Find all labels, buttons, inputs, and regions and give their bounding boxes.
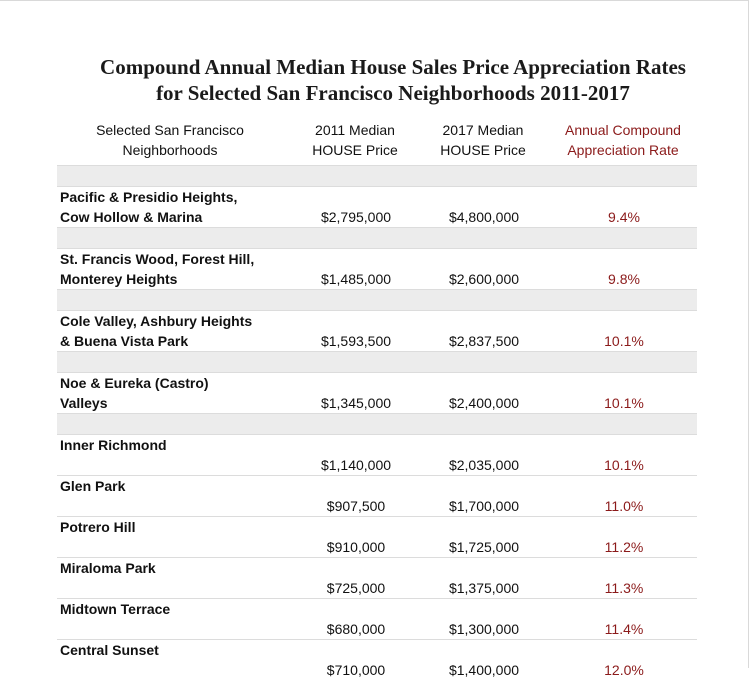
neighborhood-name: Cole Valley, Ashbury Heights & Buena Vist… (60, 311, 300, 351)
neighborhood-name: Glen Park (60, 476, 300, 496)
table-row: Midtown Terrace $680,000 $1,300,000 11.4% (57, 598, 697, 639)
median-price-2017: $2,600,000 (448, 271, 520, 287)
header-price-2017: 2017 Median HOUSE Price (420, 120, 546, 160)
median-price-2011: $1,140,000 (320, 457, 392, 473)
header-price-2017-line-2: HOUSE Price (440, 142, 526, 158)
neighborhood-name: Potrero Hill (60, 517, 300, 537)
page-title: Compound Annual Median House Sales Price… (0, 54, 749, 106)
median-price-2017: $1,725,000 (448, 539, 520, 555)
neighborhood-name-line: Central Sunset (60, 642, 159, 658)
appreciation-rate: 9.8% (608, 271, 640, 287)
neighborhood-name-line: Glen Park (60, 478, 126, 494)
neighborhood-name: St. Francis Wood, Forest Hill, Monterey H… (60, 249, 300, 289)
appreciation-rate: 10.1% (604, 457, 644, 473)
appreciation-rate: 11.4% (604, 621, 644, 637)
row-spacer (57, 165, 697, 186)
table-header: Selected San Francisco Neighborhoods 201… (0, 120, 749, 162)
table-row: Glen Park $907,500 $1,700,000 11.0% (57, 475, 697, 516)
appreciation-rate: 10.1% (604, 395, 644, 411)
appreciation-rate: 9.4% (608, 209, 640, 225)
neighborhood-name: Miraloma Park (60, 558, 300, 578)
table-row: Central Sunset $710,000 $1,400,000 12.0% (57, 639, 697, 680)
table-row: Potrero Hill $910,000 $1,725,000 11.2% (57, 516, 697, 557)
neighborhood-name-line: Miraloma Park (60, 560, 156, 576)
median-price-2017: $1,700,000 (448, 498, 520, 514)
title-line-2: for Selected San Francisco Neighborhoods… (156, 81, 630, 105)
median-price-2017: $2,400,000 (448, 395, 520, 411)
row-spacer (57, 413, 697, 434)
median-price-2017: $4,800,000 (448, 209, 520, 225)
neighborhood-name: Inner Richmond (60, 435, 300, 455)
neighborhood-name-line: & Buena Vista Park (60, 333, 189, 349)
page-border-top (0, 0, 749, 1)
neighborhood-name-line: Noe & Eureka (Castro) (60, 375, 209, 391)
header-rate-line-2: Appreciation Rate (567, 142, 679, 158)
neighborhood-name: Pacific & Presidio Heights, Cow Hollow & … (60, 187, 300, 227)
row-spacer (57, 351, 697, 372)
median-price-2011: $907,500 (326, 498, 386, 514)
title-line-1: Compound Annual Median House Sales Price… (100, 55, 686, 79)
median-price-2017: $1,300,000 (448, 621, 520, 637)
row-spacer (57, 289, 697, 310)
header-neighborhood: Selected San Francisco Neighborhoods (80, 120, 260, 160)
header-price-2011-line-1: 2011 Median (315, 122, 395, 138)
median-price-2017: $1,400,000 (448, 662, 520, 678)
appreciation-rate: 10.1% (604, 333, 644, 349)
header-price-2011: 2011 Median HOUSE Price (292, 120, 418, 160)
neighborhood-name-line: Pacific & Presidio Heights, (60, 189, 238, 205)
median-price-2017: $1,375,000 (448, 580, 520, 596)
neighborhood-name-line: St. Francis Wood, Forest Hill, (60, 251, 255, 267)
header-neighborhood-line-1: Selected San Francisco (96, 122, 244, 138)
median-price-2011: $2,795,000 (320, 209, 392, 225)
neighborhood-name: Noe & Eureka (Castro) Valleys (60, 373, 300, 413)
neighborhood-name-line: Valleys (60, 395, 108, 411)
neighborhood-name-line: Cole Valley, Ashbury Heights (60, 313, 253, 329)
table-row: Inner Richmond $1,140,000 $2,035,000 10.1% (57, 434, 697, 475)
neighborhood-name-line: Monterey Heights (60, 271, 178, 287)
header-price-2017-line-1: 2017 Median (442, 122, 524, 138)
table-row: Noe & Eureka (Castro) Valleys $1,345,000 $2… (57, 372, 697, 413)
neighborhood-name: Midtown Terrace (60, 599, 300, 619)
table-row: St. Francis Wood, Forest Hill, Monterey H… (57, 248, 697, 289)
row-spacer (57, 227, 697, 248)
neighborhood-name-line: Potrero Hill (60, 519, 136, 535)
median-price-2011: $1,485,000 (320, 271, 392, 287)
header-price-2011-line-2: HOUSE Price (312, 142, 398, 158)
appreciation-table: Pacific & Presidio Heights, Cow Hollow & … (57, 165, 697, 680)
header-neighborhood-line-2: Neighborhoods (122, 142, 218, 158)
neighborhood-name: Central Sunset (60, 640, 300, 660)
neighborhood-name-line: Cow Hollow & Marina (60, 209, 203, 225)
median-price-2017: $2,035,000 (448, 457, 520, 473)
neighborhood-name-line: Midtown Terrace (60, 601, 171, 617)
median-price-2011: $1,593,500 (320, 333, 392, 349)
median-price-2011: $710,000 (326, 662, 386, 678)
neighborhood-name-line: Inner Richmond (60, 437, 167, 453)
appreciation-rate: 11.3% (604, 580, 644, 596)
median-price-2011: $680,000 (326, 621, 386, 637)
median-price-2011: $1,345,000 (320, 395, 392, 411)
header-appreciation-rate: Annual Compound Appreciation Rate (548, 120, 698, 160)
table-row: Miraloma Park $725,000 $1,375,000 11.3% (57, 557, 697, 598)
median-price-2011: $725,000 (326, 580, 386, 596)
median-price-2011: $910,000 (326, 539, 386, 555)
appreciation-rate: 11.0% (604, 498, 644, 514)
header-rate-line-1: Annual Compound (565, 122, 681, 138)
median-price-2017: $2,837,500 (448, 333, 520, 349)
table-row: Pacific & Presidio Heights, Cow Hollow & … (57, 186, 697, 227)
appreciation-rate: 12.0% (604, 662, 644, 678)
table-row: Cole Valley, Ashbury Heights & Buena Vist… (57, 310, 697, 351)
appreciation-rate: 11.2% (604, 539, 644, 555)
